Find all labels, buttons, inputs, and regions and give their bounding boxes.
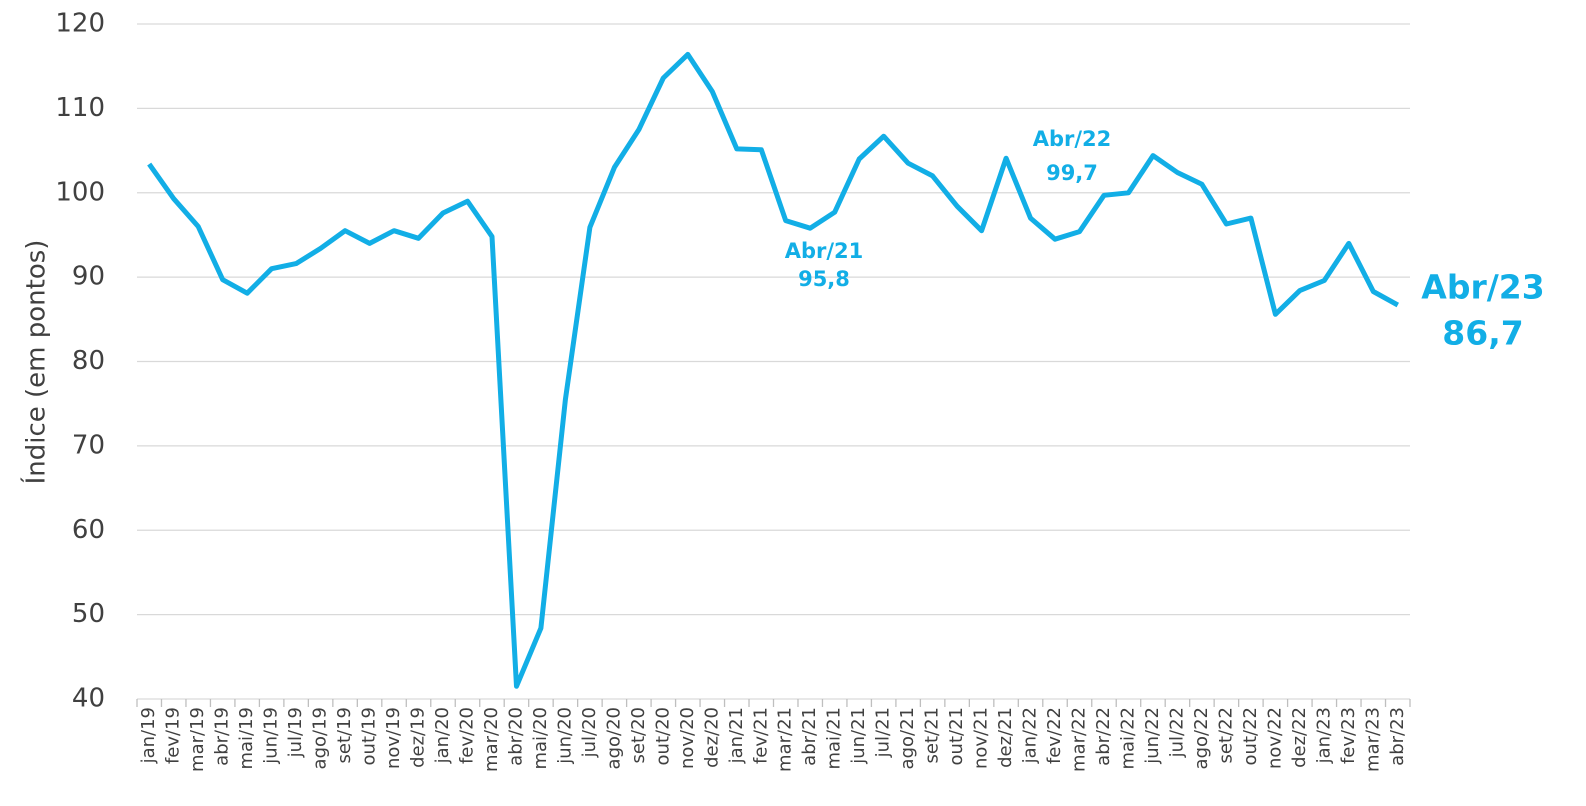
x-tick-label: jul/22 <box>1166 707 1187 758</box>
x-tick-label: ago/22 <box>1191 707 1212 769</box>
x-tick-label: dez/21 <box>995 707 1016 768</box>
x-tick-label: out/21 <box>946 707 967 765</box>
x-tick-label: ago/20 <box>603 707 624 769</box>
x-tick-label: mar/21 <box>775 707 796 772</box>
x-tick-label: mai/21 <box>824 707 845 770</box>
x-tick-label: jan/21 <box>726 707 747 764</box>
x-tick-label: dez/20 <box>701 707 722 768</box>
x-tick-label: mar/23 <box>1362 707 1383 772</box>
x-tick-label: jan/23 <box>1313 707 1334 764</box>
x-tick-label: out/22 <box>1240 707 1261 765</box>
annotation-value: 99,7 <box>1046 161 1098 185</box>
y-tick-label: 80 <box>72 346 105 376</box>
x-tick-label: mai/20 <box>530 707 551 770</box>
x-tick-label: abr/19 <box>212 707 233 766</box>
x-tick-label: set/20 <box>628 707 649 763</box>
annotation-value: 95,8 <box>798 267 850 291</box>
x-tick-label: jul/19 <box>285 707 306 758</box>
x-tick-label: dez/22 <box>1289 707 1310 768</box>
x-tick-label: fev/22 <box>1044 707 1065 764</box>
y-tick-label: 110 <box>55 93 105 123</box>
x-tick-label: nov/19 <box>383 707 404 769</box>
x-tick-label: fev/19 <box>163 707 184 764</box>
x-tick-label: jan/20 <box>432 707 453 764</box>
x-tick-label: mar/22 <box>1069 707 1090 772</box>
x-tick-label: abr/21 <box>799 707 820 766</box>
x-tick-label: mar/20 <box>481 707 502 772</box>
x-tick-label: abr/22 <box>1093 707 1114 766</box>
y-tick-label: 70 <box>72 430 105 460</box>
y-tick-label: 50 <box>72 599 105 629</box>
y-tick-label: 90 <box>72 262 105 292</box>
x-tick-label: jun/22 <box>1142 707 1163 765</box>
x-tick-label: mai/19 <box>236 707 257 770</box>
y-tick-label: 40 <box>72 684 105 714</box>
x-tick-label: set/22 <box>1215 707 1236 763</box>
x-tick-label: dez/19 <box>408 707 429 768</box>
data-line <box>147 51 1400 689</box>
x-tick-label: out/19 <box>359 707 380 765</box>
x-tick-label: jun/20 <box>554 707 575 765</box>
x-tick-label: jan/19 <box>138 707 159 764</box>
x-tick-label: out/20 <box>652 707 673 765</box>
annotation-label: Abr/22 <box>1033 127 1112 151</box>
x-tick-label: nov/22 <box>1264 707 1285 769</box>
annotation-label: Abr/21 <box>785 239 864 263</box>
x-tick-label: set/21 <box>922 707 943 763</box>
x-tick-label: ago/19 <box>310 707 331 769</box>
x-tick-label: nov/20 <box>677 707 698 769</box>
x-tick-label: fev/23 <box>1338 707 1359 764</box>
y-tick-label: 120 <box>55 9 105 39</box>
x-tick-label: jan/22 <box>1020 707 1041 764</box>
x-tick-label: jun/21 <box>848 707 869 765</box>
y-tick-label: 100 <box>55 177 105 207</box>
x-tick-label: nov/21 <box>971 707 992 769</box>
x-tick-label: jun/19 <box>261 707 282 765</box>
x-tick-label: set/19 <box>334 707 355 763</box>
x-tick-label: fev/20 <box>456 707 477 764</box>
x-tick-label: abr/23 <box>1387 707 1408 766</box>
annotation-label: Abr/23 <box>1421 268 1544 307</box>
x-tick-label: jul/21 <box>873 707 894 758</box>
x-tick-label: abr/20 <box>505 707 526 766</box>
x-tick-label: mar/19 <box>187 707 208 772</box>
x-tick-label: fev/21 <box>750 707 771 764</box>
x-tick-label: jul/20 <box>579 707 600 758</box>
annotation-value: 86,7 <box>1442 314 1523 353</box>
y-tick-label: 60 <box>72 515 105 545</box>
y-axis-label: Índice (em pontos) <box>20 240 52 485</box>
x-tick-label: ago/21 <box>897 707 918 769</box>
x-tick-label: mai/22 <box>1117 707 1138 770</box>
